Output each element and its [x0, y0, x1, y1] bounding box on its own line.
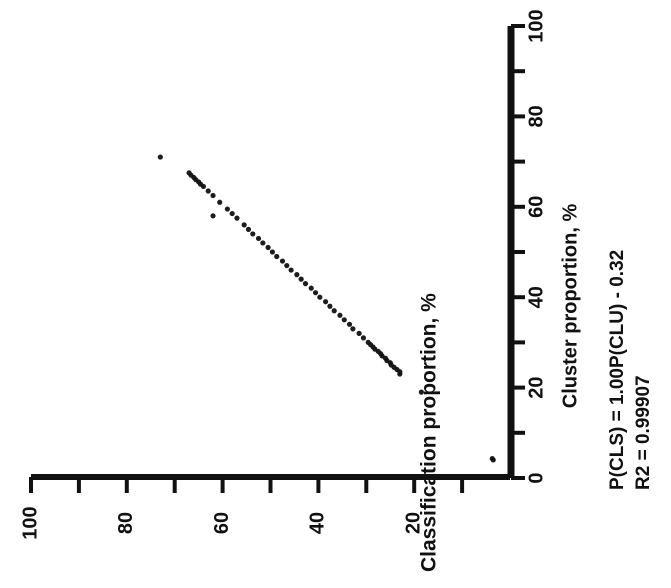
data-point: [250, 231, 256, 237]
data-point: [331, 308, 337, 314]
y-tick-label-group: 20: [402, 512, 424, 534]
data-point: [317, 294, 323, 300]
data-point: [245, 226, 252, 232]
data-point: [255, 235, 262, 242]
regression-equation: P(CLS) = 1.00P(CLU) - 0.32: [607, 250, 628, 490]
axis-ticks: 0 20 40 60 80 100 20 40 60 80 100: [19, 9, 547, 539]
data-point: [356, 330, 362, 336]
x-tick-label-group: 0: [525, 472, 547, 483]
x-tick-label: 20: [525, 376, 547, 398]
data-point: [360, 335, 367, 341]
data-point: [279, 258, 286, 264]
x-tick-label: 100: [525, 9, 547, 42]
data-point: [308, 285, 314, 291]
r-squared: R2 = 0.99907: [633, 375, 654, 490]
data-point: [327, 303, 333, 309]
data-point: [288, 267, 294, 273]
x-tick-label-group: 40: [525, 286, 547, 308]
data-point: [350, 326, 356, 332]
data-point: [489, 455, 495, 462]
x-tick-label-group: 60: [525, 196, 547, 218]
data-point: [260, 240, 266, 246]
data-point: [229, 210, 235, 217]
data-point: [322, 299, 329, 305]
data-point: [241, 222, 247, 228]
data-point: [298, 276, 304, 282]
x-tick-label: 80: [525, 105, 547, 127]
y-tick-label-group: 60: [211, 512, 233, 534]
x-tick-label: 60: [525, 196, 547, 218]
x-tick-label: 40: [525, 286, 547, 308]
data-point: [210, 192, 216, 199]
data-point: [284, 262, 290, 269]
x-tick-label: 0: [525, 472, 547, 483]
x-tick-label-group: 20: [525, 376, 547, 398]
data-point: [234, 215, 240, 221]
y-tick-label: 80: [115, 512, 137, 534]
data-point: [265, 244, 271, 251]
data-point: [186, 170, 192, 176]
y-tick-label-group: 40: [307, 512, 329, 534]
data-points: [157, 154, 496, 463]
x-tick-label-group: 100: [525, 9, 547, 42]
data-point: [269, 249, 276, 255]
data-point: [337, 312, 343, 318]
data-point: [302, 281, 309, 287]
y-tick-label: 20: [402, 512, 424, 534]
data-point: [365, 339, 371, 345]
y-tick-label: 40: [307, 512, 329, 534]
data-point: [217, 199, 223, 205]
x-axis-label: Cluster proportion, %: [559, 204, 581, 409]
data-point: [205, 188, 211, 194]
data-point: [274, 253, 280, 260]
data-point: [210, 213, 216, 219]
y-axis-label: Classification proportion, %: [418, 293, 441, 572]
data-point: [418, 389, 424, 395]
y-tick-label-group: 80: [115, 512, 137, 534]
data-point: [341, 317, 347, 323]
data-point: [294, 272, 300, 278]
y-tick-label-group: 100: [19, 506, 41, 539]
data-point: [157, 154, 163, 160]
y-tick-label: 60: [211, 512, 233, 534]
x-tick-label-group: 80: [525, 105, 547, 127]
y-tick-label: 100: [19, 506, 41, 539]
data-point: [312, 290, 319, 296]
data-point: [224, 206, 230, 212]
data-point: [346, 321, 353, 327]
